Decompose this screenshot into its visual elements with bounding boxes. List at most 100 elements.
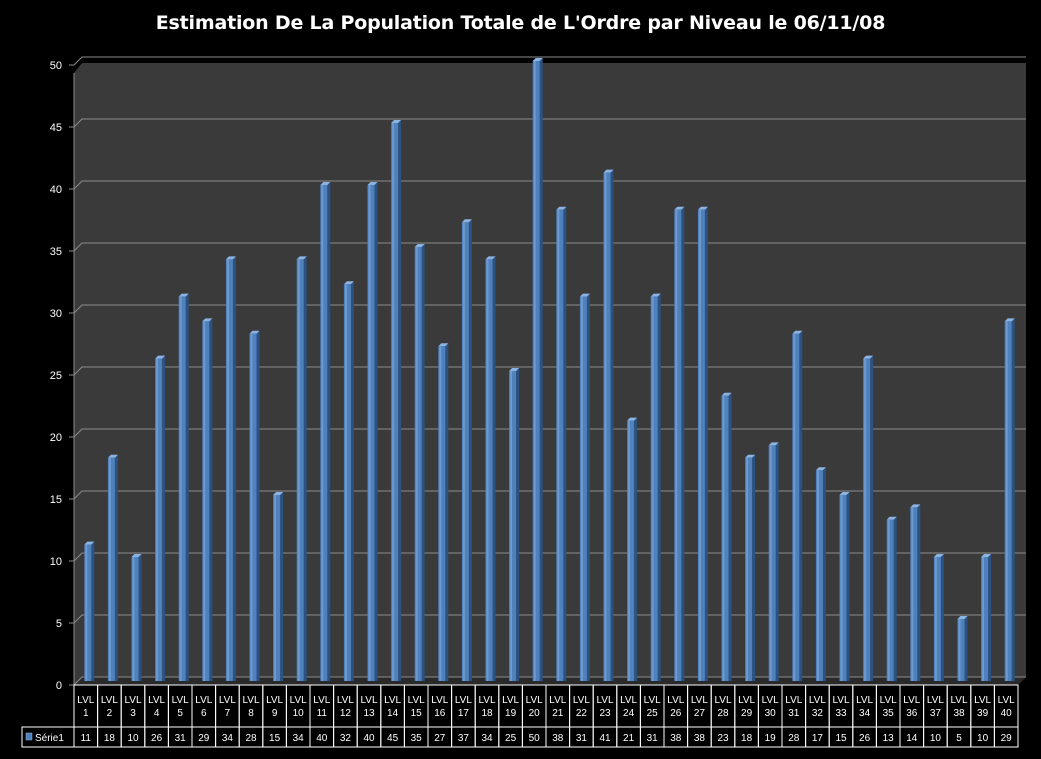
category-cell bbox=[639, 684, 665, 728]
category-label: LVL 4 bbox=[148, 695, 165, 719]
bar bbox=[1004, 318, 1015, 681]
bar-highlight bbox=[887, 519, 890, 681]
bar-front bbox=[839, 495, 847, 681]
bar-side bbox=[704, 206, 708, 682]
data-label: 29 bbox=[198, 733, 210, 744]
data-label: 10 bbox=[977, 733, 989, 744]
bar-front bbox=[509, 371, 517, 681]
bar bbox=[556, 206, 567, 682]
bar bbox=[367, 182, 378, 681]
y-tick-label: 20 bbox=[50, 432, 62, 444]
bar-highlight bbox=[793, 333, 796, 681]
category-cell bbox=[616, 684, 641, 728]
bar-side bbox=[728, 392, 732, 681]
bar-side bbox=[964, 616, 968, 681]
gridline bbox=[73, 366, 1026, 376]
data-label: 28 bbox=[245, 733, 257, 744]
bar-highlight bbox=[769, 445, 772, 681]
bar-highlight bbox=[321, 185, 324, 681]
bar-front bbox=[697, 209, 705, 682]
bar-highlight bbox=[934, 557, 937, 681]
data-label: 37 bbox=[458, 733, 470, 744]
bar-side bbox=[185, 293, 189, 681]
bar bbox=[509, 368, 520, 681]
category-label: LVL 18 bbox=[478, 695, 495, 719]
category-label: LVL 16 bbox=[431, 695, 448, 719]
bar-front bbox=[863, 358, 871, 681]
bar-top bbox=[910, 504, 921, 508]
bar-highlight bbox=[179, 296, 182, 681]
bar-top bbox=[627, 417, 638, 421]
bar bbox=[674, 206, 685, 682]
category-label: LVL 13 bbox=[360, 695, 377, 719]
bars bbox=[84, 58, 1015, 682]
category-label: LVL 35 bbox=[880, 695, 897, 719]
bar bbox=[768, 442, 779, 681]
category-cell bbox=[946, 684, 972, 728]
data-label: 25 bbox=[505, 733, 517, 744]
bar-top bbox=[839, 492, 850, 495]
bar-front bbox=[627, 420, 635, 681]
category-cell bbox=[167, 684, 193, 728]
bar-front bbox=[485, 259, 493, 681]
category-label: LVL 6 bbox=[195, 695, 212, 719]
gridline bbox=[73, 180, 1026, 190]
bar bbox=[886, 516, 897, 681]
category-label: LVL 3 bbox=[124, 695, 141, 719]
bar bbox=[391, 120, 402, 681]
category-label: LVL 23 bbox=[596, 695, 613, 719]
bar bbox=[225, 256, 236, 681]
category-cell bbox=[403, 684, 429, 728]
category-label: LVL 25 bbox=[644, 695, 661, 719]
data-label: 40 bbox=[316, 733, 328, 744]
bar bbox=[155, 355, 166, 681]
category-cell bbox=[238, 684, 264, 728]
category-cell bbox=[262, 684, 287, 728]
bar-highlight bbox=[392, 123, 395, 681]
bar-top bbox=[84, 541, 95, 545]
bar-top bbox=[721, 392, 732, 396]
bar-top bbox=[225, 256, 236, 260]
bar-highlight bbox=[746, 457, 749, 681]
data-label: 10 bbox=[930, 733, 942, 744]
bar-side bbox=[940, 554, 944, 681]
bar-highlight bbox=[439, 346, 442, 681]
bar bbox=[343, 281, 354, 681]
gridline bbox=[73, 304, 1026, 314]
category-label: LVL 26 bbox=[667, 695, 684, 719]
data-table: Série1 LVL 1 11 LVL 2 18 LVL 3 10 LVL 4 26 LVL 5 31 LVL 6… bbox=[21, 684, 1019, 748]
category-label: LVL 33 bbox=[832, 695, 849, 719]
bar bbox=[461, 219, 472, 681]
bar-top bbox=[461, 219, 472, 223]
data-label: 34 bbox=[293, 733, 305, 744]
bar-top bbox=[768, 442, 779, 446]
category-cell bbox=[710, 684, 736, 728]
y-tick-label: 5 bbox=[56, 618, 62, 630]
bar-side bbox=[91, 541, 95, 681]
category-label: LVL 32 bbox=[809, 695, 826, 719]
bar-highlight bbox=[486, 259, 489, 681]
category-cell bbox=[309, 684, 335, 728]
bar-side bbox=[1011, 318, 1015, 681]
category-cell bbox=[970, 684, 995, 728]
bar-highlight bbox=[250, 333, 253, 681]
bar-highlight bbox=[344, 284, 347, 681]
category-label: LVL 11 bbox=[313, 695, 330, 719]
bar-top bbox=[697, 206, 708, 210]
y-axis: 0 5 10 15 20 25 30 35 40 45 50 bbox=[50, 60, 75, 692]
bar-front bbox=[721, 395, 729, 681]
category-label: LVL 30 bbox=[762, 695, 779, 719]
bar bbox=[249, 330, 260, 681]
category-cell bbox=[899, 684, 925, 728]
plot-floor bbox=[74, 677, 1026, 685]
bar-front bbox=[910, 507, 918, 681]
bar-side bbox=[492, 256, 496, 681]
data-label: 38 bbox=[694, 733, 706, 744]
bar-side bbox=[657, 293, 661, 681]
bar-front bbox=[768, 445, 776, 681]
bar-top bbox=[273, 492, 284, 495]
category-cell bbox=[144, 684, 169, 728]
bar-front bbox=[603, 172, 611, 681]
y-tick-label: 40 bbox=[50, 184, 62, 196]
data-label: 31 bbox=[175, 733, 187, 744]
